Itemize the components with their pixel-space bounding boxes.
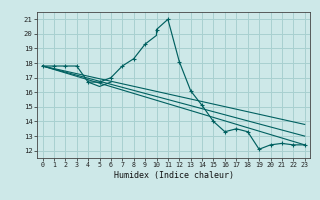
X-axis label: Humidex (Indice chaleur): Humidex (Indice chaleur)	[114, 171, 234, 180]
